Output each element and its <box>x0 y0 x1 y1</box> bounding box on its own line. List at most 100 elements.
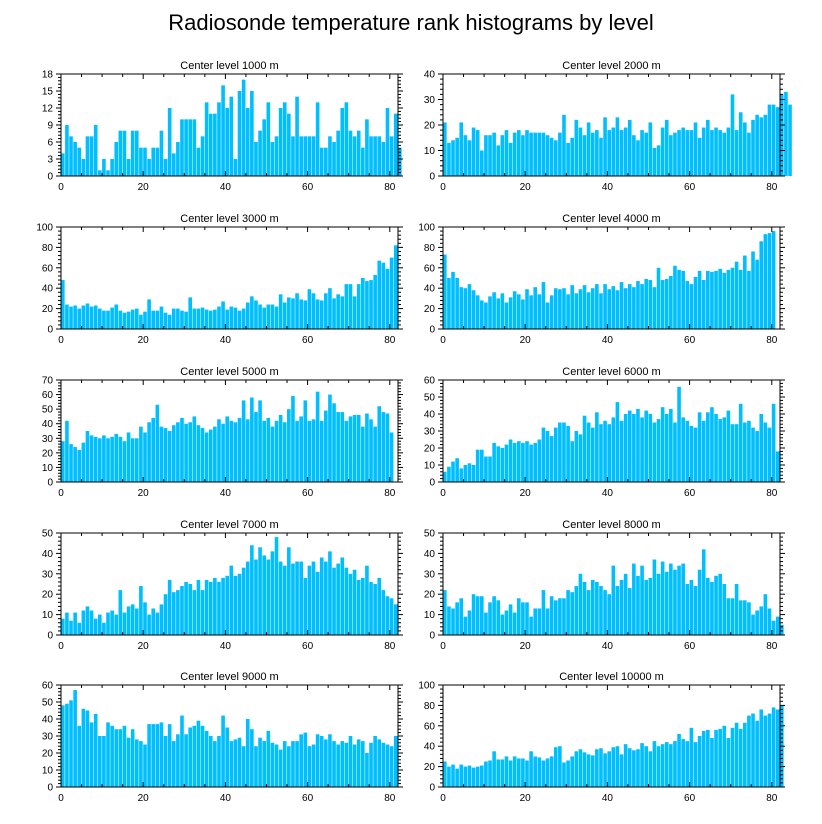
histogram-bar <box>356 739 361 787</box>
histogram-bar <box>217 419 221 482</box>
histogram-bar <box>241 746 246 787</box>
histogram-bar <box>566 142 570 176</box>
histogram-bar <box>287 409 291 482</box>
histogram-bar <box>718 268 722 329</box>
histogram-bar <box>759 117 764 176</box>
histogram-bar <box>463 135 468 176</box>
histogram-bar <box>188 584 193 635</box>
histogram-bar <box>751 713 755 787</box>
histogram-bar <box>340 741 345 787</box>
histogram-bar <box>508 760 513 787</box>
histogram-bar <box>328 551 332 635</box>
histogram-bar <box>225 416 229 482</box>
histogram-bar <box>159 722 164 787</box>
histogram-bar <box>722 417 727 482</box>
histogram-bar <box>126 311 131 329</box>
y-tick-label: 0 <box>429 631 435 642</box>
histogram-bar <box>714 414 718 482</box>
histogram-bar <box>254 559 258 635</box>
histogram-bar <box>213 577 217 635</box>
histogram-bar <box>332 741 336 787</box>
histogram-bar <box>365 565 369 635</box>
histogram-bar <box>159 604 164 635</box>
histogram-bar <box>545 302 550 329</box>
histogram-bar <box>508 142 513 176</box>
histogram-bar <box>574 751 579 787</box>
histogram-bar <box>73 690 77 787</box>
histogram-bar <box>545 431 550 482</box>
histogram-bar <box>299 734 303 787</box>
histogram-bar <box>669 408 673 482</box>
histogram-bar <box>328 734 332 787</box>
histogram-bar <box>332 567 336 635</box>
y-tick-label: 80 <box>42 243 54 254</box>
histogram-bar <box>681 739 685 787</box>
histogram-bar <box>324 293 328 329</box>
histogram-bar <box>644 410 648 482</box>
histogram-bar <box>529 616 533 635</box>
histogram-bar <box>664 414 669 482</box>
histogram-bar <box>377 136 382 176</box>
histogram-bar <box>93 713 98 787</box>
histogram-bar <box>669 563 673 635</box>
histogram-bar <box>595 130 599 176</box>
x-tick-label: 20 <box>138 641 150 652</box>
histogram-bar <box>660 744 665 787</box>
histogram-bar <box>180 119 184 176</box>
histogram-bar <box>451 764 455 787</box>
histogram-bar <box>85 606 90 635</box>
histogram-bar <box>73 142 77 176</box>
histogram-bar <box>455 768 459 787</box>
histogram-bar <box>549 295 554 329</box>
histogram-bar <box>562 288 566 329</box>
histogram-bar <box>221 85 225 176</box>
histogram-bar <box>163 736 168 787</box>
panel-title: Center level 6000 m <box>562 366 660 378</box>
histogram-bar <box>163 594 168 635</box>
histogram-bar <box>361 577 365 635</box>
histogram-bar <box>192 590 197 635</box>
histogram-bar <box>274 744 279 787</box>
histogram-bar <box>512 612 517 635</box>
histogram-bar <box>632 750 636 787</box>
histogram-bar <box>603 117 607 176</box>
histogram-bar <box>233 739 238 787</box>
histogram-bar <box>685 130 690 176</box>
x-tick-label: 60 <box>302 793 314 804</box>
histogram-bar <box>340 557 345 635</box>
y-tick-label: 60 <box>42 263 54 274</box>
histogram-bar <box>488 296 492 329</box>
histogram-bar <box>558 746 562 787</box>
histogram-bar <box>636 140 640 176</box>
histogram-bar <box>644 746 648 787</box>
histogram-bar <box>361 278 365 329</box>
histogram-bar <box>545 758 550 787</box>
x-tick-label: 20 <box>138 488 150 499</box>
histogram-bar <box>632 135 636 176</box>
histogram-bar <box>459 468 464 482</box>
histogram-bar <box>200 136 205 176</box>
histogram-bar <box>299 416 303 482</box>
histogram-bar <box>537 132 542 176</box>
histogram-bar <box>381 590 386 635</box>
histogram-bar <box>167 579 172 635</box>
x-tick-label: 0 <box>58 488 64 499</box>
y-tick-label: 20 <box>424 444 436 455</box>
histogram-bar <box>562 422 566 482</box>
histogram-bar <box>681 127 685 176</box>
histogram-bar <box>278 749 283 787</box>
histogram-bar <box>167 314 172 329</box>
histogram-bar <box>196 579 201 635</box>
panel-title: Center level 4000 m <box>562 213 660 225</box>
histogram-bar <box>488 602 492 635</box>
histogram-bar <box>192 308 197 329</box>
histogram-bar <box>759 606 764 635</box>
y-tick-label: 50 <box>42 529 54 540</box>
histogram-bar <box>533 132 538 176</box>
histogram-bar <box>369 280 373 329</box>
histogram-bar <box>775 451 780 482</box>
histogram-bar <box>529 751 533 787</box>
histogram-bar <box>262 119 266 176</box>
histogram-bar <box>155 310 160 329</box>
histogram-bar <box>652 422 657 482</box>
